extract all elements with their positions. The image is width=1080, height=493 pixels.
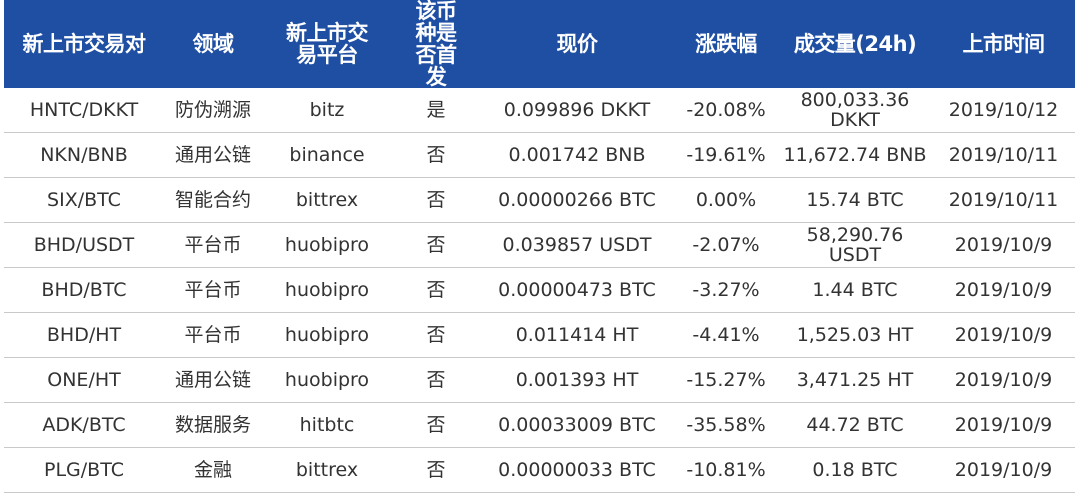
cell-exchange: hitbtc [262, 402, 392, 448]
cell-exchange: bittrex [262, 447, 392, 493]
cell-trading-pair: PLG/BTC [4, 447, 164, 493]
cell-exchange: binance [262, 132, 392, 178]
cell-trading-pair: BHD/USDT [4, 222, 164, 268]
cell-exchange: bittrex [262, 177, 392, 223]
cell-listing-date: 2019/10/12 [932, 88, 1075, 133]
cell-listing-date: 2019/10/9 [932, 447, 1075, 493]
cell-volume: 58,290.76 USDT [778, 222, 932, 268]
cell-first-listing: 否 [392, 447, 480, 493]
cell-exchange: bitz [262, 88, 392, 133]
table-row: BHD/USDT 平台币 huobipro 否 0.039857 USDT -2.07% 5… [4, 222, 1075, 268]
cell-trading-pair: ADK/BTC [4, 402, 164, 448]
cell-listing-date: 2019/10/9 [932, 222, 1075, 268]
cell-first-listing: 否 [392, 357, 480, 403]
header-first-listing: 该币种是否首发 [392, 0, 480, 88]
cell-exchange: huobipro [262, 267, 392, 313]
header-price: 现价 [480, 0, 674, 88]
cell-price: 0.00000473 BTC [480, 267, 674, 313]
cell-domain: 平台币 [164, 312, 262, 358]
cell-domain: 防伪溯源 [164, 88, 262, 133]
cell-volume: 11,672.74 BNB [778, 132, 932, 178]
cell-domain: 通用公链 [164, 132, 262, 178]
table-row: BHD/BTC 平台币 huobipro 否 0.00000473 BTC -3.27% 1… [4, 267, 1075, 313]
cell-domain: 平台币 [164, 222, 262, 268]
cell-first-listing: 否 [392, 312, 480, 358]
table-row: SIX/BTC 智能合约 bittrex 否 0.00000266 BTC 0.00% 15… [4, 177, 1075, 223]
cell-trading-pair: HNTC/DKKT [4, 88, 164, 133]
cell-volume: 1.44 BTC [778, 267, 932, 313]
cell-price: 0.00000033 BTC [480, 447, 674, 493]
cell-domain: 平台币 [164, 267, 262, 313]
cell-volume: 800,033.36 DKKT [778, 88, 932, 133]
cell-volume: 0.18 BTC [778, 447, 932, 493]
cell-first-listing: 否 [392, 402, 480, 448]
cell-listing-date: 2019/10/11 [932, 132, 1075, 178]
cell-listing-date: 2019/10/9 [932, 267, 1075, 313]
table-row: NKN/BNB 通用公链 binance 否 0.001742 BNB -19.61% 11… [4, 132, 1075, 178]
cell-change: -2.07% [674, 222, 778, 268]
cell-exchange: huobipro [262, 222, 392, 268]
cell-first-listing: 否 [392, 222, 480, 268]
cell-first-listing: 是 [392, 88, 480, 133]
table-row: BHD/HT 平台币 huobipro 否 0.011414 HT -4.41% 1,525… [4, 312, 1075, 358]
cell-domain: 智能合约 [164, 177, 262, 223]
header-volume: 成交量(24h) [778, 0, 932, 88]
cell-price: 0.001393 HT [480, 357, 674, 403]
cell-volume: 1,525.03 HT [778, 312, 932, 358]
table-row: ADK/BTC 数据服务 hitbtc 否 0.00033009 BTC -35.58% 4… [4, 402, 1075, 448]
cell-first-listing: 否 [392, 267, 480, 313]
cell-volume: 3,471.25 HT [778, 357, 932, 403]
header-listing-date: 上市时间 [932, 0, 1075, 88]
header-domain: 领域 [164, 0, 262, 88]
cell-listing-date: 2019/10/9 [932, 312, 1075, 358]
cell-price: 0.011414 HT [480, 312, 674, 358]
table-row: ONE/HT 通用公链 huobipro 否 0.001393 HT -15.27% 3,4… [4, 357, 1075, 403]
cell-exchange: huobipro [262, 312, 392, 358]
table-row: PLG/BTC 金融 bittrex 否 0.00000033 BTC -10.81% 0.… [4, 447, 1075, 493]
cell-change: -10.81% [674, 447, 778, 493]
header-change: 涨跌幅 [674, 0, 778, 88]
cell-listing-date: 2019/10/9 [932, 402, 1075, 448]
table-header-row: 新上市交易对 领域 新上市交易平台 该币种是否首发 现价 涨跌幅 成交量(24h… [4, 0, 1075, 88]
cell-change: -19.61% [674, 132, 778, 178]
header-trading-pair: 新上市交易对 [4, 0, 164, 88]
cell-price: 0.099896 DKKT [480, 88, 674, 133]
cell-price: 0.001742 BNB [480, 132, 674, 178]
cell-domain: 数据服务 [164, 402, 262, 448]
cell-listing-date: 2019/10/9 [932, 357, 1075, 403]
cell-price: 0.00033009 BTC [480, 402, 674, 448]
header-exchange: 新上市交易平台 [262, 0, 392, 88]
cell-trading-pair: ONE/HT [4, 357, 164, 403]
cell-change: -20.08% [674, 88, 778, 133]
cell-trading-pair: BHD/HT [4, 312, 164, 358]
cell-trading-pair: SIX/BTC [4, 177, 164, 223]
cell-price: 0.039857 USDT [480, 222, 674, 268]
cell-first-listing: 否 [392, 132, 480, 178]
cell-price: 0.00000266 BTC [480, 177, 674, 223]
new-listings-table: 新上市交易对 领域 新上市交易平台 该币种是否首发 现价 涨跌幅 成交量(24h… [4, 0, 1075, 493]
cell-volume: 44.72 BTC [778, 402, 932, 448]
cell-trading-pair: NKN/BNB [4, 132, 164, 178]
cell-trading-pair: BHD/BTC [4, 267, 164, 313]
cell-exchange: huobipro [262, 357, 392, 403]
cell-domain: 金融 [164, 447, 262, 493]
cell-change: 0.00% [674, 177, 778, 223]
cell-first-listing: 否 [392, 177, 480, 223]
cell-change: -15.27% [674, 357, 778, 403]
table-row: HNTC/DKKT 防伪溯源 bitz 是 0.099896 DKKT -20.08% 80… [4, 88, 1075, 133]
cell-change: -3.27% [674, 267, 778, 313]
cell-volume: 15.74 BTC [778, 177, 932, 223]
cell-domain: 通用公链 [164, 357, 262, 403]
cell-change: -4.41% [674, 312, 778, 358]
cell-change: -35.58% [674, 402, 778, 448]
cell-listing-date: 2019/10/11 [932, 177, 1075, 223]
